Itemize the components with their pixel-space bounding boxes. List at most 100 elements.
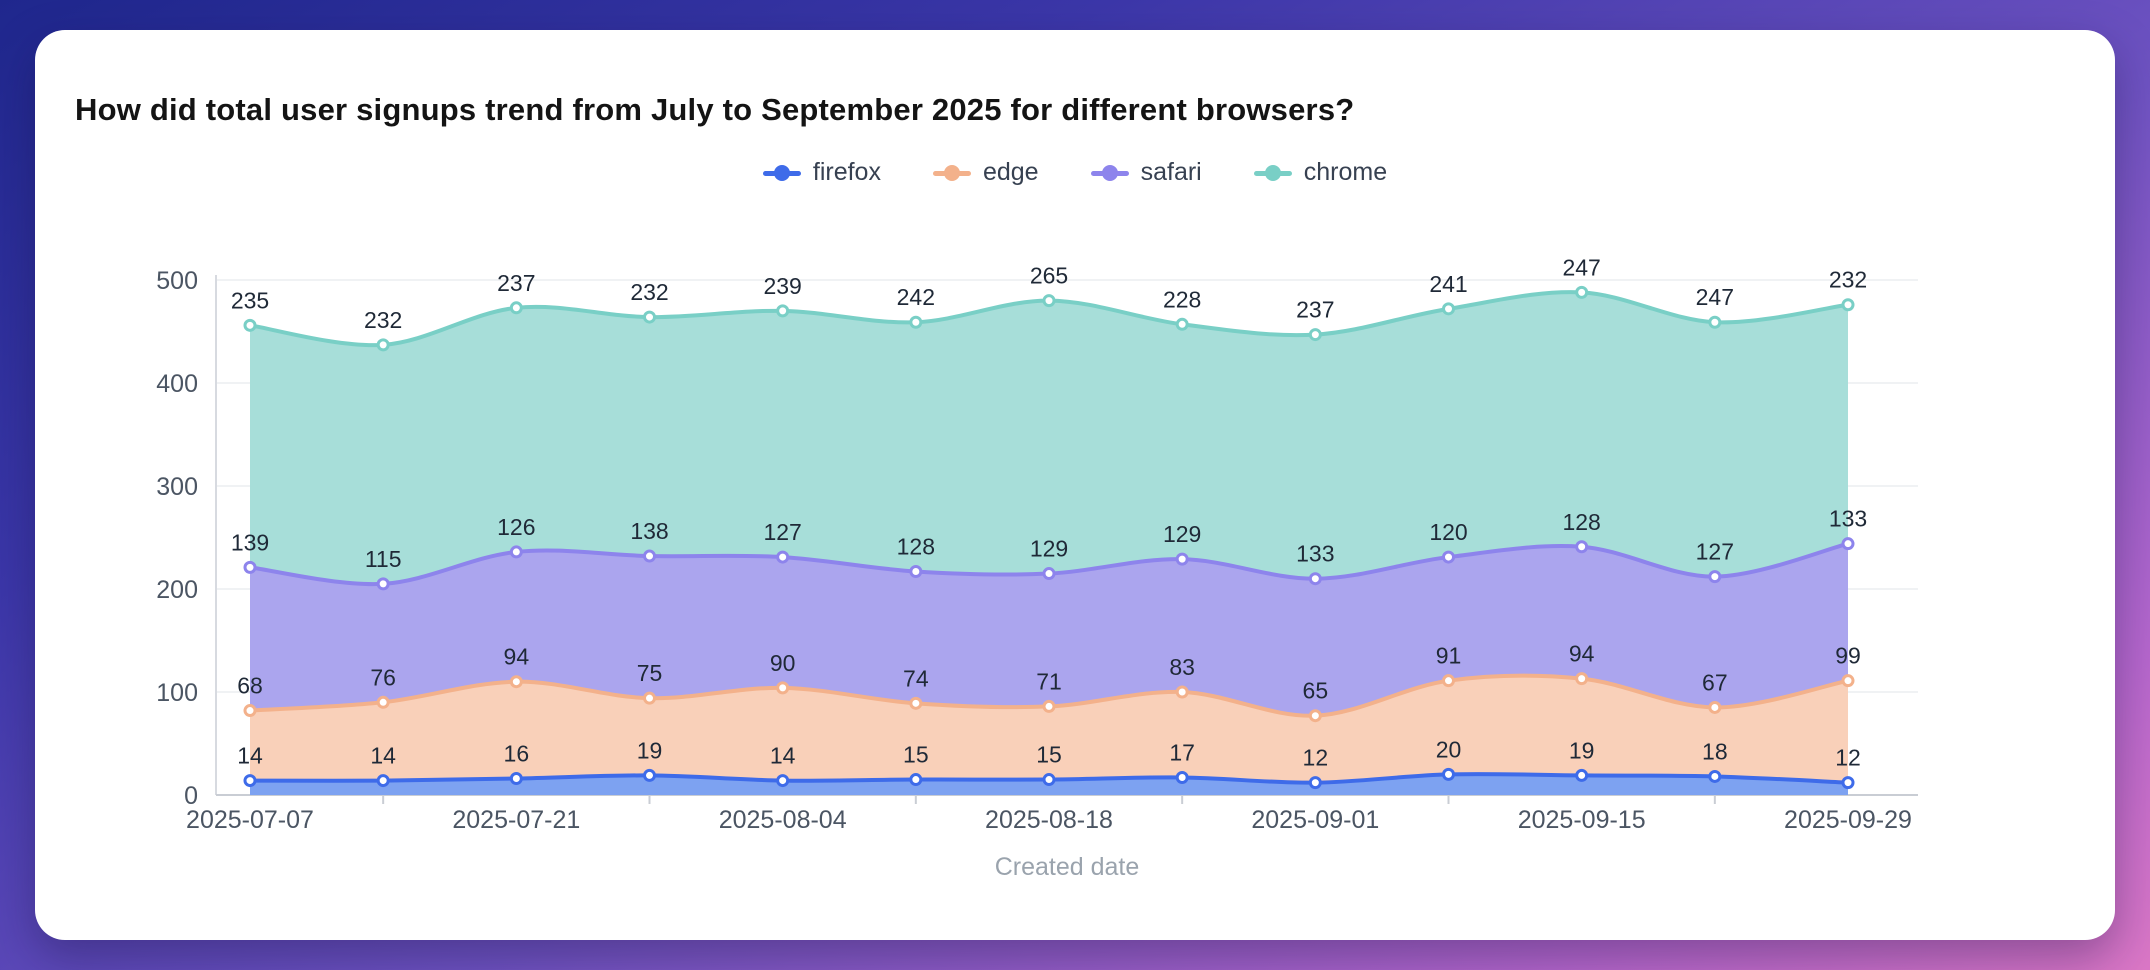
data-point-firefox	[1708, 769, 1722, 783]
data-point-chrome	[909, 315, 923, 329]
data-point-safari	[643, 549, 656, 563]
chart-text: 228	[1163, 286, 1201, 312]
data-point-edge	[1042, 699, 1056, 713]
chart-text: 19	[1569, 737, 1595, 763]
data-point-edge	[1841, 674, 1855, 688]
chart-text: 232	[364, 307, 402, 333]
data-point-safari	[376, 577, 390, 591]
series-points-firefox: 14 14 16 19 14 15 15 17 12 20 19 18 12	[237, 736, 1861, 790]
data-point-chrome	[243, 318, 257, 332]
chart-text: 2025-07-07	[186, 806, 314, 834]
chart-text: 126	[497, 514, 535, 540]
chart-text: 120	[1429, 519, 1467, 545]
chart-text: 239	[763, 273, 801, 299]
chart-text: 200	[156, 576, 198, 604]
data-point-edge	[509, 675, 523, 689]
chart-text: 138	[630, 518, 668, 544]
chart-text: 17	[1169, 739, 1195, 765]
legend-marker-edge	[932, 164, 971, 181]
chart-card: How did total user signups trend from Ju…	[35, 30, 2115, 940]
chart-text: 16	[504, 741, 530, 767]
chart-text: 19	[637, 737, 663, 763]
data-point-safari	[509, 545, 523, 559]
data-point-chrome	[1175, 317, 1189, 331]
chart-text: 68	[237, 673, 263, 699]
data-point-chrome	[643, 310, 656, 324]
chart-text: 12	[1835, 745, 1861, 771]
chart-text: 15	[903, 742, 929, 768]
data-point-firefox	[1175, 770, 1189, 784]
legend-marker-firefox	[762, 164, 801, 181]
chart-text: 237	[497, 270, 535, 296]
series-points-safari: 139 115 126 138 127 128 129 129 133 120 128 127 133	[231, 506, 1867, 591]
data-point-firefox	[643, 768, 656, 782]
chart-text: 100	[156, 679, 198, 707]
chart-text: 237	[1296, 297, 1334, 323]
chart-text: 128	[897, 533, 935, 559]
data-point-firefox	[1308, 776, 1322, 790]
chart-text: 128	[1562, 509, 1600, 535]
chart-text: 127	[763, 519, 801, 545]
legend-item-firefox[interactable]: firefox	[762, 158, 881, 187]
data-point-chrome	[509, 301, 523, 315]
data-point-firefox	[1575, 768, 1589, 782]
chart-text: 67	[1702, 669, 1728, 695]
data-point-firefox	[1841, 776, 1855, 790]
data-point-chrome	[1442, 302, 1455, 316]
chart-text: 12	[1303, 745, 1329, 771]
chart-text: 14	[370, 743, 396, 769]
data-point-edge	[643, 691, 656, 705]
chart-text: 0	[184, 782, 198, 810]
data-point-safari	[1708, 570, 1722, 584]
data-point-edge	[1175, 685, 1189, 699]
chart-text: 129	[1163, 521, 1201, 547]
chart-text: 242	[897, 284, 935, 310]
chart-text: 14	[237, 743, 263, 769]
chart-text: 2025-07-21	[452, 806, 580, 834]
legend-item-safari[interactable]: safari	[1090, 158, 1202, 187]
chart-text: 2025-09-15	[1518, 806, 1646, 834]
data-point-safari	[1175, 552, 1189, 566]
chart-text: 500	[156, 267, 198, 295]
chart-text: 18	[1702, 738, 1728, 764]
chart-text: 232	[630, 279, 668, 305]
chart-text: 74	[903, 665, 929, 691]
data-point-safari	[776, 550, 790, 564]
chart-text: 90	[770, 650, 796, 676]
series-area-safari	[250, 543, 1848, 716]
legend-marker-safari	[1090, 164, 1129, 181]
legend-item-edge[interactable]: edge	[932, 158, 1039, 187]
data-point-firefox	[376, 774, 390, 788]
chart-text: 76	[370, 664, 396, 690]
data-point-chrome	[1308, 328, 1322, 342]
stacked-area-chart: 0 100 200 300 400 500 14 14 16 19 14 15 15 17 12 20 19 18…	[156, 254, 1918, 881]
chart-text: 247	[1562, 254, 1600, 280]
data-point-safari	[1841, 537, 1855, 551]
chart-text: 14	[770, 743, 796, 769]
chart-text: 71	[1036, 668, 1062, 694]
chart-text: 99	[1835, 643, 1861, 669]
data-point-safari	[1308, 572, 1322, 586]
data-point-chrome	[376, 338, 390, 352]
series-points-chrome: 235 232 237 232 239 242 265 228 237 241 247 247 232	[231, 254, 1867, 352]
chart-text: 75	[637, 660, 663, 686]
data-point-firefox	[243, 774, 257, 788]
chart-text: 129	[1030, 536, 1068, 562]
chart-legend: firefox edge safari chrome	[35, 158, 2115, 187]
chart-text: 2025-08-04	[719, 806, 847, 834]
chart-text: 65	[1303, 678, 1329, 704]
data-point-chrome	[1042, 294, 1056, 308]
chart-text: 83	[1169, 654, 1195, 680]
data-point-safari	[243, 560, 257, 574]
legend-label: safari	[1140, 158, 1202, 186]
chart-text: 133	[1829, 506, 1867, 532]
data-point-edge	[1308, 709, 1322, 723]
legend-label: chrome	[1303, 158, 1388, 186]
chart-text: 2025-09-29	[1784, 806, 1912, 834]
chart-text: 235	[231, 287, 269, 313]
legend-label: firefox	[812, 158, 881, 186]
x-axis-title: Created date	[995, 853, 1140, 881]
data-point-firefox	[776, 774, 790, 788]
data-point-edge	[909, 696, 923, 710]
legend-item-chrome[interactable]: chrome	[1253, 158, 1388, 187]
